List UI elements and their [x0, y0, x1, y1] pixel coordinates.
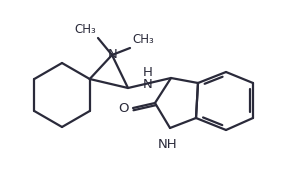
Text: H
N: H N: [143, 66, 153, 91]
Text: O: O: [118, 102, 129, 115]
Text: CH₃: CH₃: [74, 23, 96, 36]
Text: NH: NH: [158, 138, 178, 151]
Text: CH₃: CH₃: [132, 33, 154, 46]
Text: N: N: [108, 48, 118, 61]
